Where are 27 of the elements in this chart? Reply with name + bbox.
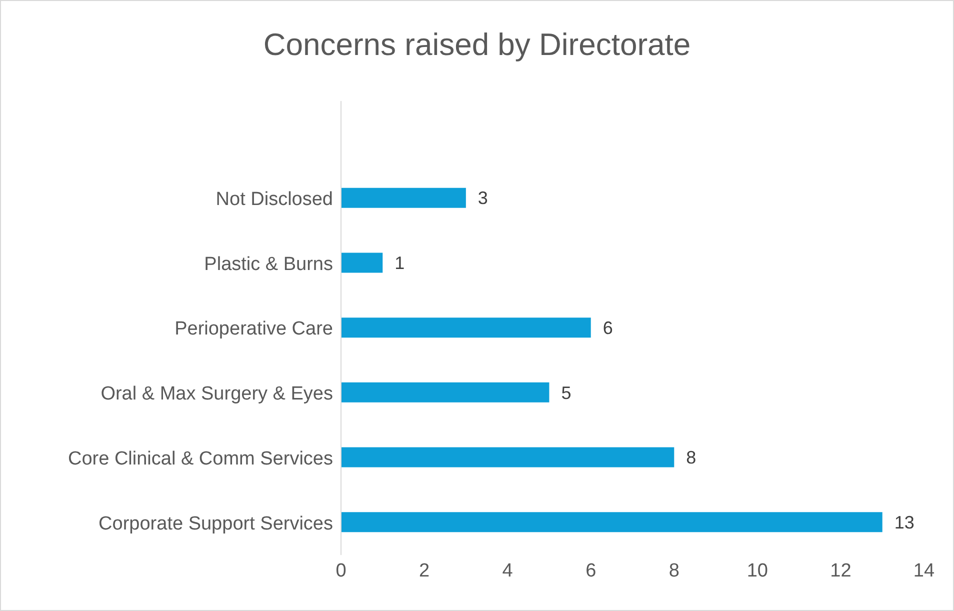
chart-title: Concerns raised by Directorate — [262, 27, 692, 63]
data-label: 5 — [561, 382, 572, 403]
data-label: 13 — [894, 512, 914, 533]
data-label: 3 — [478, 188, 488, 208]
data-label: 6 — [602, 318, 613, 338]
y-tick-label: Core Clinical & Comm Services — [68, 448, 333, 470]
y-tick-label: Perioperative Care — [174, 318, 333, 340]
y-tick-label: Oral & Max Surgery & Eyes — [100, 384, 333, 405]
x-tick-label: 10 — [746, 560, 768, 582]
x-tick-label: 8 — [668, 560, 680, 582]
x-tick-label: 12 — [830, 560, 852, 582]
x-tick-label: 6 — [586, 560, 596, 582]
x-tick-label: 4 — [502, 560, 514, 582]
bar — [341, 512, 882, 532]
data-label: 8 — [686, 448, 696, 468]
bar — [341, 252, 383, 273]
y-tick-label: Not Disclosed — [216, 189, 333, 210]
bar — [341, 382, 550, 402]
x-tick-label: 2 — [418, 560, 430, 582]
x-tick-label: 0 — [336, 560, 346, 582]
data-label: 1 — [394, 253, 405, 274]
bar — [341, 318, 591, 338]
y-tick-label: Plastic & Burns — [204, 254, 333, 275]
bar — [341, 447, 674, 468]
y-tick-label: Corporate Support Services — [98, 513, 333, 534]
bar — [341, 188, 466, 208]
x-tick-label: 14 — [913, 560, 935, 582]
